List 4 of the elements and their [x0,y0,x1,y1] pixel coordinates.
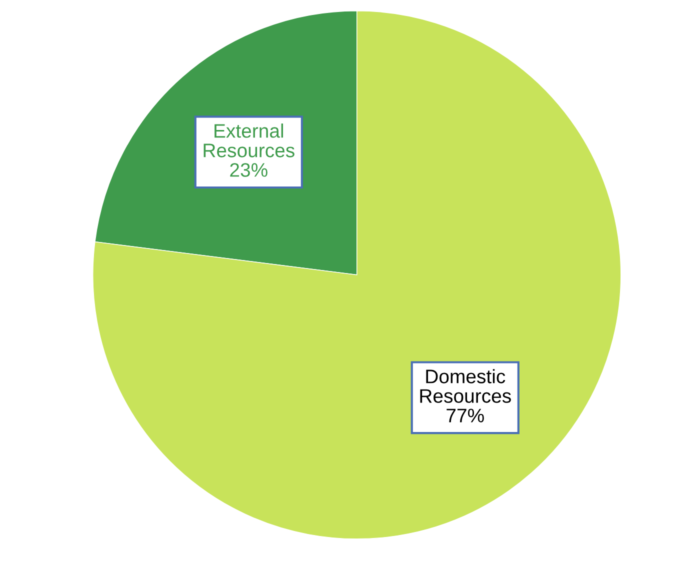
slice-label: Domestic Resources [420,369,511,403]
slice-label: External Resources [204,124,294,158]
data-label: 77% [446,408,484,422]
data-label: 23% [230,163,268,177]
